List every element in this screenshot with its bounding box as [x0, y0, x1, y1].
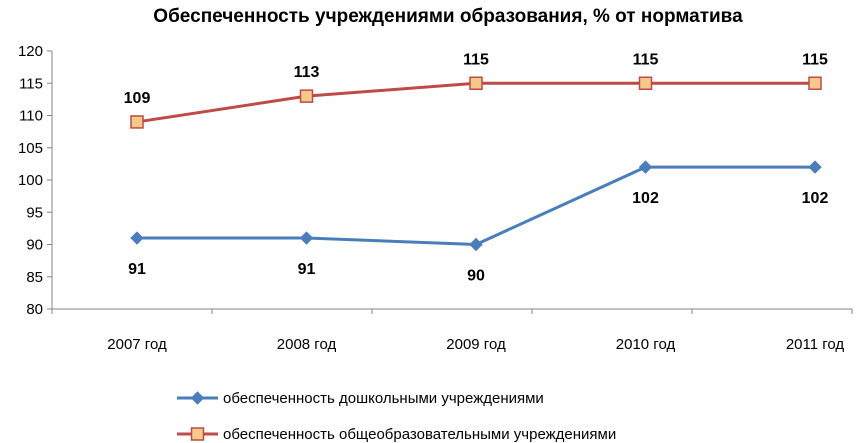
axes: 80 85 90 95 100 105 110 115 120 2007 год 2008 год 2… [18, 43, 853, 353]
data-label: 109 [124, 90, 151, 107]
data-label: 91 [298, 261, 316, 278]
series-layer [130, 76, 822, 252]
legend-label-1: обеспеченность дошкольными учреждениями [223, 390, 544, 407]
data-label: 91 [128, 261, 146, 278]
y-tick-label: 95 [26, 204, 43, 221]
square-marker [808, 76, 822, 90]
data-label: 115 [463, 51, 489, 68]
data-labels: 91 91 90 102 102 109 113 115 115 115 [124, 51, 829, 284]
y-tick-label: 85 [26, 269, 43, 286]
legend-label-2: обеспеченность общеобразовательными учре… [223, 426, 616, 443]
x-tick-label: 2010 год [616, 336, 676, 353]
diamond-marker [808, 160, 822, 174]
y-tick-label: 115 [19, 75, 43, 92]
square-marker [130, 115, 144, 129]
data-label: 113 [294, 64, 320, 81]
y-tick-label: 80 [26, 301, 43, 318]
diamond-marker [469, 237, 483, 252]
square-marker [469, 76, 483, 90]
square-marker-legend [190, 427, 205, 441]
y-tick-label: 120 [18, 43, 43, 60]
data-label: 102 [632, 190, 659, 207]
diamond-marker-legend [190, 391, 205, 405]
data-label: 115 [802, 51, 828, 68]
series-line-1 [137, 165, 815, 246]
legend: обеспеченность дошкольными учреждениями о… [177, 390, 616, 443]
x-tick-label: 2011 год [786, 336, 845, 353]
data-label: 90 [467, 268, 485, 285]
y-tick-label: 90 [26, 237, 43, 254]
x-tick-label: 2007 год [107, 336, 167, 353]
square-marker [638, 76, 653, 90]
x-tick-label: 2009 год [446, 336, 506, 353]
square-marker [299, 89, 314, 103]
data-label: 115 [633, 51, 659, 68]
y-tick-label: 105 [18, 140, 43, 157]
diamond-marker [638, 160, 653, 174]
chart-title: Обеспеченность учреждениями образования,… [153, 6, 743, 27]
diamond-marker [299, 231, 314, 245]
x-tick-label: 2008 год [277, 336, 337, 353]
diamond-marker [130, 231, 144, 245]
y-tick-label: 110 [19, 108, 43, 125]
y-tick-label: 100 [18, 172, 43, 189]
data-label: 102 [802, 190, 829, 207]
